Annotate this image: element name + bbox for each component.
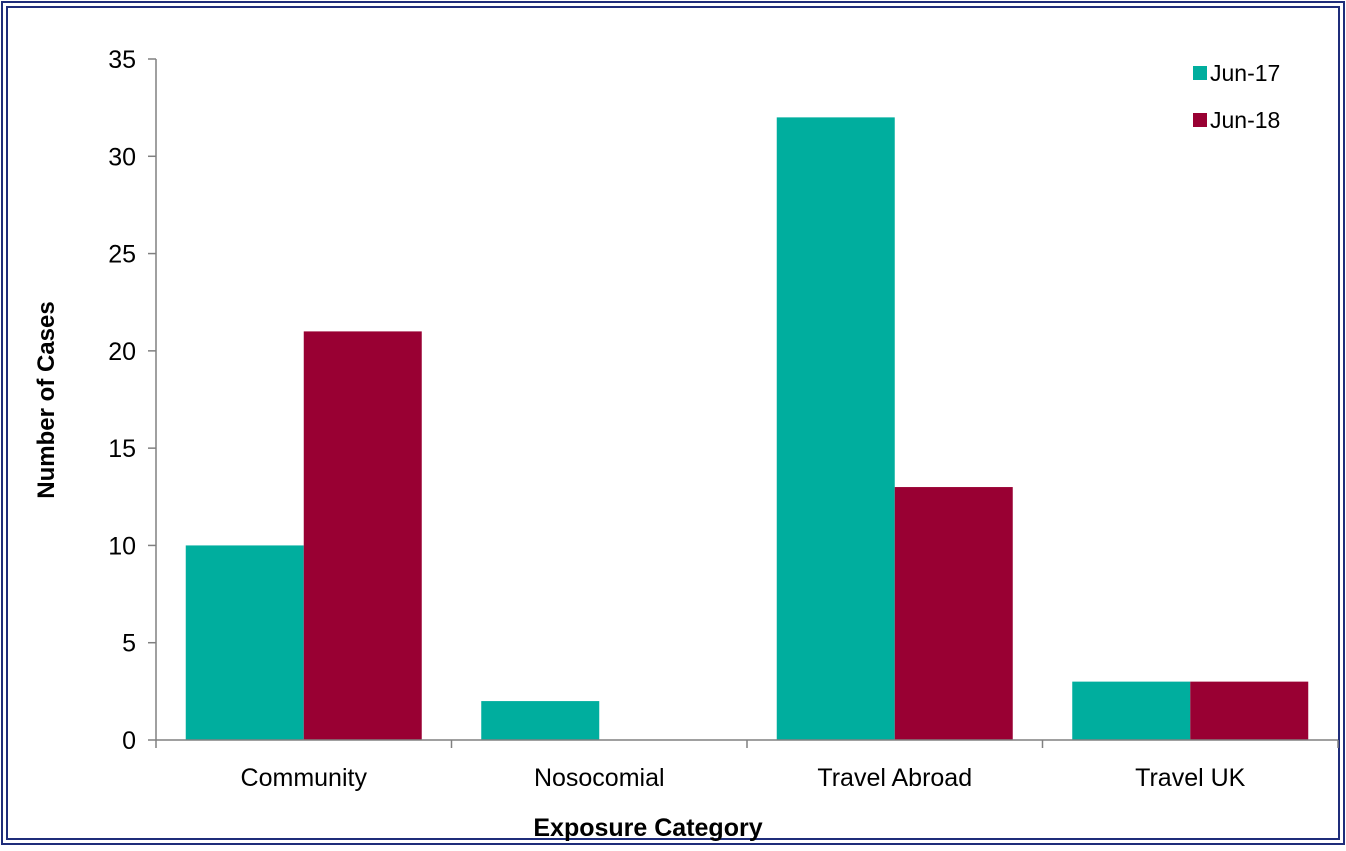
y-tick-label: 5 [122,630,136,658]
x-ticks-group: Community Nosocomial Travel Abroad Travel U… [155,740,1339,792]
x-tick-label: Travel UK [1135,764,1246,792]
y-axis-label: Number of Cases [33,301,60,498]
bar-jun-17-travel-uk [1072,681,1191,740]
bar-jun-18-travel-uk [1190,681,1309,740]
inner-border [6,6,1340,840]
y-tick-label: 0 [122,727,136,755]
x-tick-label: Community [241,764,368,792]
bar-jun-17-nosocomial [481,701,600,740]
y-ticks-group: 0 5 10 15 20 25 30 35 [108,46,156,755]
bar-jun-18-travel-abroad [894,487,1013,740]
x-tick-label: Nosocomial [534,764,665,792]
y-tick-label: 35 [108,46,136,74]
y-tick-label: 30 [108,143,136,171]
bar-jun-17-community [185,545,304,740]
legend: Jun-17 Jun-18 [1193,60,1280,133]
legend-label-jun-17: Jun-17 [1210,60,1280,86]
bars-group [185,117,1309,740]
legend-label-jun-18: Jun-18 [1210,107,1280,133]
x-tick-label: Travel Abroad [817,764,972,792]
y-tick-label: 15 [108,435,136,463]
legend-swatch-jun-17 [1193,66,1207,80]
y-tick-label: 10 [108,532,136,560]
legend-swatch-jun-18 [1193,113,1207,127]
bar-jun-18-community [303,331,422,740]
y-tick-label: 25 [108,241,136,269]
y-tick-label: 20 [108,338,136,366]
x-axis-label: Exposure Category [533,814,762,842]
bar-jun-17-travel-abroad [776,117,895,740]
